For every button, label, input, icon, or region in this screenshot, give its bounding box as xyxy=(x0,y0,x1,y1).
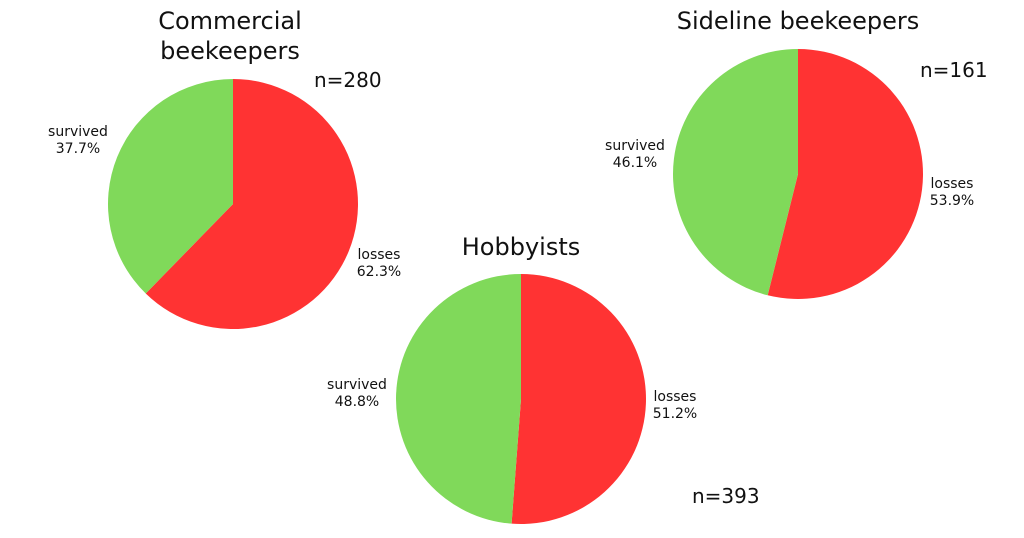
slice-percent: 46.1% xyxy=(612,155,658,171)
pie-slice-losses-hobbyists xyxy=(511,274,647,524)
slice-label-losses-commercial: losses 62.3% xyxy=(344,247,414,281)
slice-label-losses-hobbyists: losses 51.2% xyxy=(640,389,710,423)
slice-name: survived xyxy=(48,124,108,140)
slice-name: losses xyxy=(653,389,697,405)
slice-label-losses-sideline: losses 53.9% xyxy=(917,176,987,210)
slice-percent: 51.2% xyxy=(652,406,698,422)
slice-name: losses xyxy=(357,247,401,263)
slice-percent: 37.7% xyxy=(55,141,101,157)
pie-slice-survived-commercial xyxy=(107,79,233,294)
slice-percent: 62.3% xyxy=(356,264,402,280)
pie-slice-survived-sideline xyxy=(672,49,798,296)
chart-title-commercial: Commercial beekeepers xyxy=(158,7,302,65)
slice-label-survived-hobbyists: survived 48.8% xyxy=(317,377,397,411)
n-count-hobbyists: n=393 xyxy=(692,484,760,508)
pie-slice-losses-sideline xyxy=(767,49,923,299)
slice-label-survived-sideline: survived 46.1% xyxy=(595,138,675,172)
slice-name: survived xyxy=(605,138,665,154)
n-count-sideline: n=161 xyxy=(920,58,988,82)
slice-label-survived-commercial: survived 37.7% xyxy=(38,124,118,158)
pie-slice-survived-hobbyists xyxy=(396,274,521,524)
slice-percent: 53.9% xyxy=(929,193,975,209)
slice-percent: 48.8% xyxy=(334,394,380,410)
chart-title-sideline: Sideline beekeepers xyxy=(676,7,920,35)
slice-name: survived xyxy=(327,377,387,393)
chart-title-hobbyists: Hobbyists xyxy=(461,233,581,261)
slice-name: losses xyxy=(930,176,974,192)
n-count-commercial: n=280 xyxy=(314,68,382,92)
pie-slice-losses-commercial xyxy=(145,79,358,329)
